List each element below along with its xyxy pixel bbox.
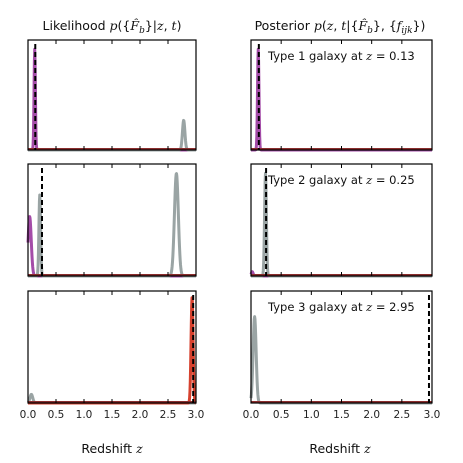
x-tick-label: 1.0: [76, 409, 93, 421]
curve-type2: [26, 172, 198, 278]
x-tick-label: 0.5: [48, 409, 65, 421]
x-tick-label: 3.0: [424, 409, 441, 421]
x-tick-label: 0.5: [273, 409, 290, 421]
panel-likelihood-1: [26, 39, 198, 152]
x-tick-label: 0.0: [243, 409, 260, 421]
x-tick-label: 0.0: [20, 409, 37, 421]
curve-type2: [249, 171, 434, 278]
curve-type1: [249, 47, 434, 152]
xlabel-left: Redshift z: [81, 441, 143, 456]
axes-frame: [27, 163, 197, 277]
x-tick-label: 2.0: [363, 409, 380, 421]
panel-likelihood-3: 0.0 0.5 1.0 1.5 2.0 2.5 3.0: [20, 290, 205, 421]
curve-type2: [249, 315, 434, 405]
x-tick-label: 1.0: [303, 409, 320, 421]
x-tick-label: 2.0: [132, 409, 149, 421]
panel-likelihood-2: [26, 163, 198, 278]
panels: 0.0 0.5 1.0 1.5 2.0 2.5 3.0 Type 1 galaxy at z …: [20, 39, 441, 421]
panel-posterior-1: Type 1 galaxy at z = 0.13: [249, 39, 434, 152]
curve-type1: [26, 47, 198, 152]
axes-frame: [27, 290, 197, 404]
x-tick-label: 3.0: [188, 409, 205, 421]
x-tick-label: 2.5: [160, 409, 177, 421]
panel-posterior-2: Type 2 galaxy at z = 0.25: [249, 163, 434, 278]
panel-annotation: Type 2 galaxy at z = 0.25: [267, 173, 415, 187]
curve-type2: [26, 118, 198, 152]
axes-frame: [27, 39, 197, 151]
panel-annotation: Type 1 galaxy at z = 0.13: [267, 49, 415, 63]
x-tick-label: 1.5: [333, 409, 350, 421]
xlabel-right: Redshift z: [309, 441, 371, 456]
panel-posterior-3: Type 3 galaxy at z = 2.95 0.0 0.5 1.0 1.5 2.0…: [243, 290, 441, 421]
panel-annotation: Type 3 galaxy at z = 2.95: [267, 300, 415, 314]
curve-type3: [26, 296, 198, 405]
x-tick-label: 1.5: [104, 409, 121, 421]
x-tick-label: 2.5: [393, 409, 410, 421]
likelihood-title: Likelihood p({F̂b}|z, t): [43, 18, 182, 36]
posterior-title: Posterior p(z, t|{F̂b}, {fijk}): [255, 18, 426, 36]
